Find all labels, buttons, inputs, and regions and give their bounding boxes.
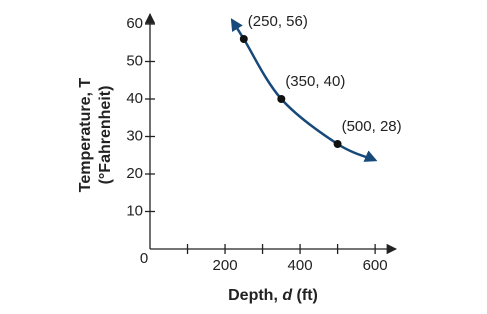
x-axis-title: Depth, d (ft) [228,287,318,304]
x-tick-label: 400 [288,257,313,274]
x-title-part: Depth, [228,287,282,304]
y-tick-label: 60 [126,15,143,32]
y-axis-title: (°Fahrenheit) [97,86,114,185]
point-label: (250, 56) [248,13,308,30]
point [239,35,248,43]
y-tick-label: 10 [126,202,143,219]
x-title-part: (ft) [292,287,318,304]
x-tick-label: 200 [213,257,238,274]
origin-label: 0 [140,250,148,267]
point [277,95,286,103]
point-label: (350, 40) [285,73,345,90]
y-axis-title: Temperature, T [77,78,94,193]
point [333,140,342,148]
y-tick-label: 40 [126,90,143,107]
x-title-part: d [282,287,293,304]
point-label: (500, 28) [342,118,402,135]
y-tick-label: 20 [126,165,143,182]
y-tick-label: 30 [126,127,143,144]
x-tick-label: 600 [363,257,388,274]
y-tick-label: 50 [126,52,143,69]
curve [230,18,378,162]
